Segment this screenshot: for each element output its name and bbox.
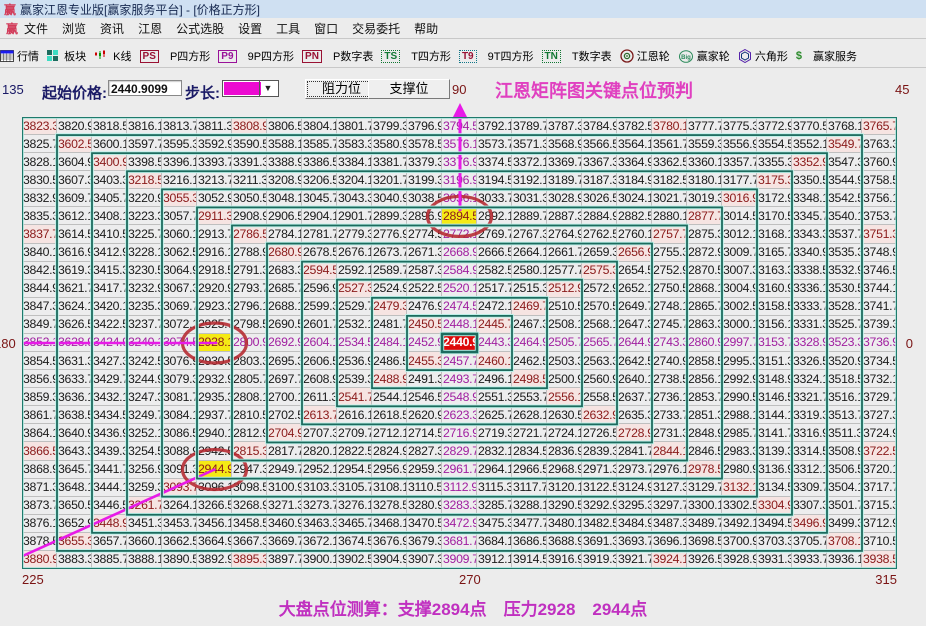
svg-text:Big: Big	[681, 55, 691, 61]
